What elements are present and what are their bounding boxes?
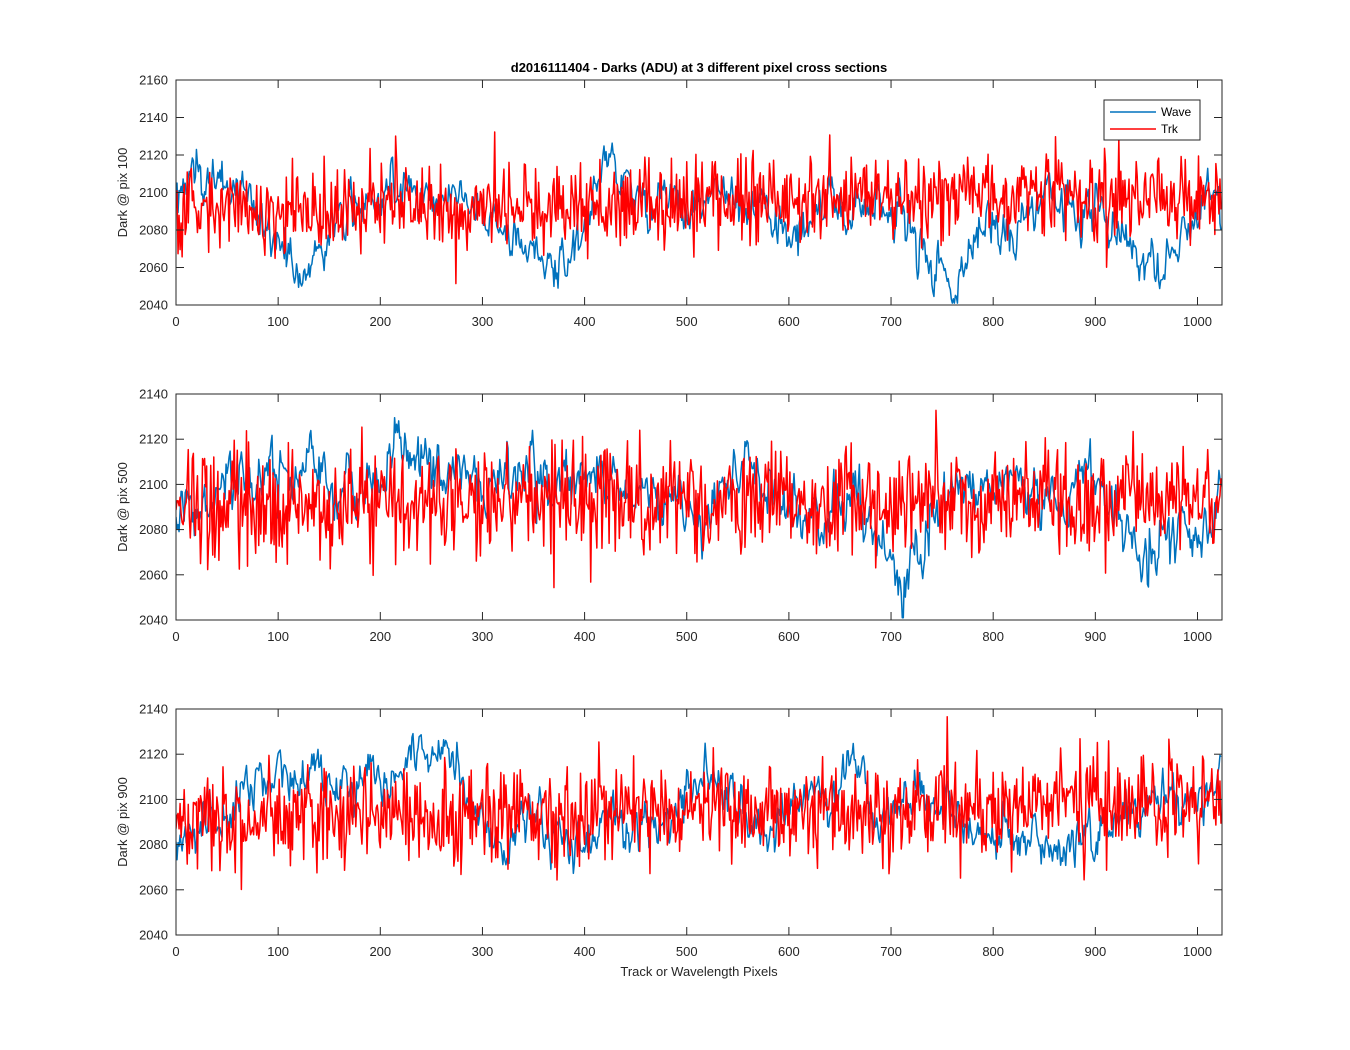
x-tick-label: 400: [574, 944, 596, 959]
x-tick-label: 700: [880, 944, 902, 959]
subplot-1-series: [176, 131, 1222, 304]
subplot-1: 0 100 200 300 400 500 600 700 800 900 1000 2040 2060…: [115, 73, 1223, 329]
subplot-2-series: [176, 409, 1222, 619]
x-tick-label: 900: [1084, 314, 1106, 329]
x-tick-label: 600: [778, 944, 800, 959]
axes-box-2: [175, 393, 1223, 621]
y-tick-label: 2080: [139, 223, 168, 238]
y-tick-label: 2060: [139, 567, 168, 582]
x-tick-label: 500: [676, 314, 698, 329]
y-tick-label: 2080: [139, 837, 168, 852]
y-tick-label: 2040: [139, 298, 168, 313]
x-tick-label: 600: [778, 314, 800, 329]
subplot-2: 0 100 200 300 400 500 600 700 800 900 1000 2040 2060…: [115, 387, 1223, 644]
series-line-trk-2: [176, 409, 1222, 589]
y-tick-label: 2120: [139, 747, 168, 762]
y-tick-label: 2140: [139, 110, 168, 125]
subplot-3-series: [176, 715, 1222, 891]
x-tick-label: 1000: [1183, 629, 1212, 644]
x-tick-label: 1000: [1183, 944, 1212, 959]
y-axis-label-1: Dark @ pix 100: [115, 148, 130, 238]
legend-label-trk: Trk: [1161, 122, 1179, 136]
x-tick-label: 300: [472, 314, 494, 329]
y-tick-label: 2060: [139, 882, 168, 897]
axes-layer: 0 100 200 300 400 500 600 700 800 900 100020402060…: [115, 73, 1223, 959]
y-tick-label: 2100: [139, 185, 168, 200]
x-tick-label: 400: [574, 314, 596, 329]
x-tick-label: 500: [676, 944, 698, 959]
y-tick-label: 2120: [139, 432, 168, 447]
x-tick-label: 200: [369, 314, 391, 329]
x-tick-label: 800: [982, 314, 1004, 329]
x-tick-label: 100: [267, 629, 289, 644]
series-line-trk-1: [176, 131, 1222, 285]
legend-box: [1103, 99, 1201, 141]
y-tick-label: 2100: [139, 792, 168, 807]
x-tick-label: 700: [880, 314, 902, 329]
y-tick-label: 2160: [139, 73, 168, 88]
y-axis-label-3: Dark @ pix 900: [115, 777, 130, 867]
x-axis-label: Track or Wavelength Pixels: [620, 964, 778, 979]
x-tick-label: 700: [880, 629, 902, 644]
y-tick-label: 2040: [139, 613, 168, 628]
y-tick-label: 2080: [139, 522, 168, 537]
x-tick-label: 400: [574, 629, 596, 644]
x-tick-label: 200: [369, 629, 391, 644]
y-axis-label-2: Dark @ pix 500: [115, 462, 130, 552]
series-line-wave-1: [176, 142, 1222, 304]
x-tick-label: 600: [778, 629, 800, 644]
x-tick-label: 800: [982, 944, 1004, 959]
x-tick-label: 300: [472, 629, 494, 644]
series-line-trk-3: [176, 715, 1222, 891]
legend: Wave Trk: [1103, 99, 1201, 141]
x-tick-label: 500: [676, 629, 698, 644]
x-tick-label: 900: [1084, 944, 1106, 959]
axes-box-3: [175, 708, 1223, 936]
y-tick-label: 2040: [139, 928, 168, 943]
x-tick-label: 100: [267, 314, 289, 329]
x-tick-label: 900: [1084, 629, 1106, 644]
subplot-3: 0 100 200 300 400 500 600 700 800 900 1000 2040 2060…: [115, 702, 1223, 959]
x-tick-label: 0: [172, 314, 179, 329]
y-tick-label: 2140: [139, 387, 168, 402]
x-tick-label: 0: [172, 629, 179, 644]
x-tick-label: 300: [472, 944, 494, 959]
x-tick-label: 0: [172, 944, 179, 959]
y-tick-label: 2120: [139, 148, 168, 163]
legend-label-wave: Wave: [1161, 105, 1192, 119]
x-tick-label: 200: [369, 944, 391, 959]
figure-title: d2016111404 - Darks (ADU) at 3 different…: [511, 60, 887, 75]
y-tick-label: 2100: [139, 477, 168, 492]
x-tick-label: 1000: [1183, 314, 1212, 329]
x-tick-label: 800: [982, 629, 1004, 644]
y-tick-label: 2140: [139, 702, 168, 717]
x-tick-label: 100: [267, 944, 289, 959]
y-tick-label: 2060: [139, 260, 168, 275]
